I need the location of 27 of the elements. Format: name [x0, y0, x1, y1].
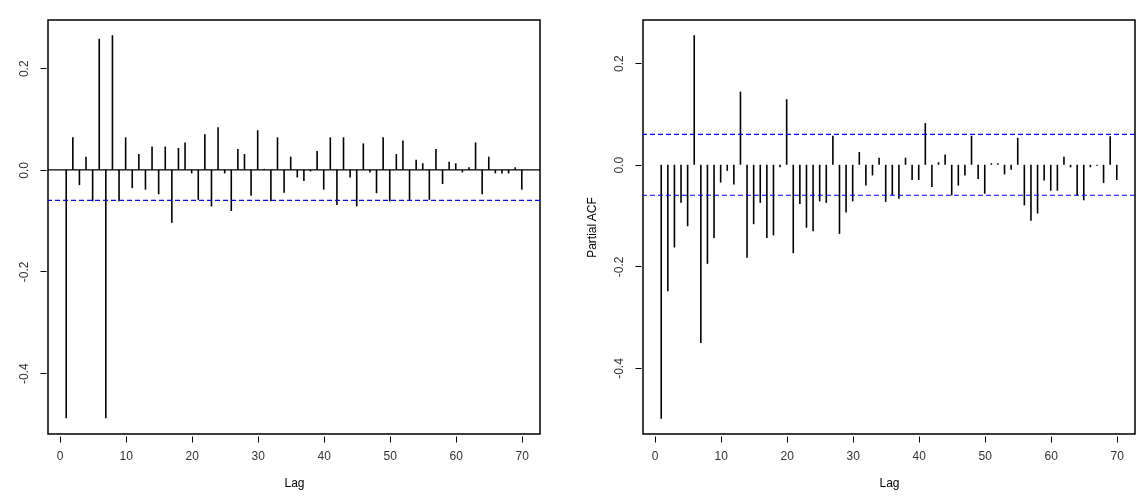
x-tick-label: 20 — [780, 448, 795, 463]
x-tick-label: 60 — [1044, 448, 1059, 463]
x-tick-label: 30 — [846, 448, 861, 463]
x-tick-label: 40 — [912, 448, 927, 463]
x-tick-label: 0 — [56, 448, 64, 463]
x-tick-label: 10 — [714, 448, 729, 463]
y-tick-label: -0.4 — [16, 362, 31, 384]
x-tick-label: 50 — [383, 448, 398, 463]
x-axis-title: Lag — [879, 475, 900, 490]
y-tick-label: 0.0 — [611, 156, 626, 174]
x-tick-label: 40 — [317, 448, 332, 463]
y-tick-label: -0.4 — [611, 357, 626, 379]
x-tick-label: 20 — [185, 448, 200, 463]
x-tick-label: 60 — [449, 448, 464, 463]
y-tick-label: 0.2 — [611, 55, 626, 73]
x-tick-label: 70 — [1110, 448, 1125, 463]
x-tick-label: 50 — [978, 448, 993, 463]
y-tick-label: 0.2 — [16, 60, 31, 78]
y-tick-label: 0.0 — [16, 161, 31, 179]
x-tick-label: 70 — [515, 448, 530, 463]
y-axis-title: Partial ACF — [584, 197, 599, 258]
x-tick-label: 0 — [651, 448, 659, 463]
x-axis-title: Lag — [284, 475, 305, 490]
y-tick-label: -0.2 — [611, 256, 626, 278]
y-tick-label: -0.2 — [16, 261, 31, 283]
x-tick-label: 30 — [251, 448, 266, 463]
x-tick-label: 10 — [119, 448, 134, 463]
